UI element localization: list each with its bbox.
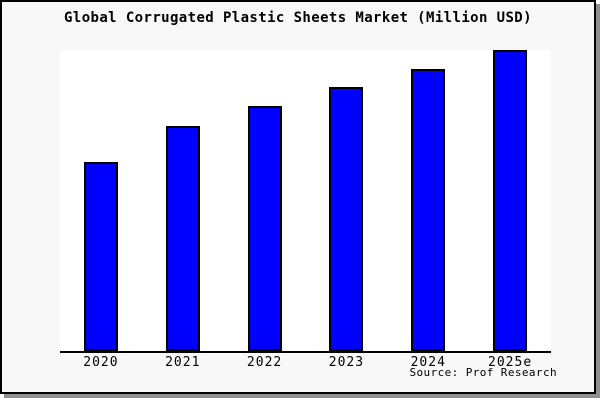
bar-2024 <box>411 68 446 351</box>
bar-2022 <box>247 106 282 351</box>
bar-2025e <box>493 50 528 351</box>
x-tick-label-2022: 2022 <box>246 355 283 370</box>
x-tick-label-2020: 2020 <box>83 355 119 370</box>
bar-2023 <box>329 87 364 351</box>
plot-area <box>60 50 551 353</box>
bar-2021 <box>165 125 200 351</box>
x-tick-label-2023: 2023 <box>328 355 365 370</box>
bar-2020 <box>83 162 118 351</box>
chart-title: Global Corrugated Plastic Sheets Market … <box>64 10 532 26</box>
chart-canvas: Global Corrugated Plastic Sheets Market … <box>0 0 596 394</box>
x-tick-label-2021: 2021 <box>165 355 201 370</box>
source-attribution: Source: Prof Research <box>409 366 557 379</box>
